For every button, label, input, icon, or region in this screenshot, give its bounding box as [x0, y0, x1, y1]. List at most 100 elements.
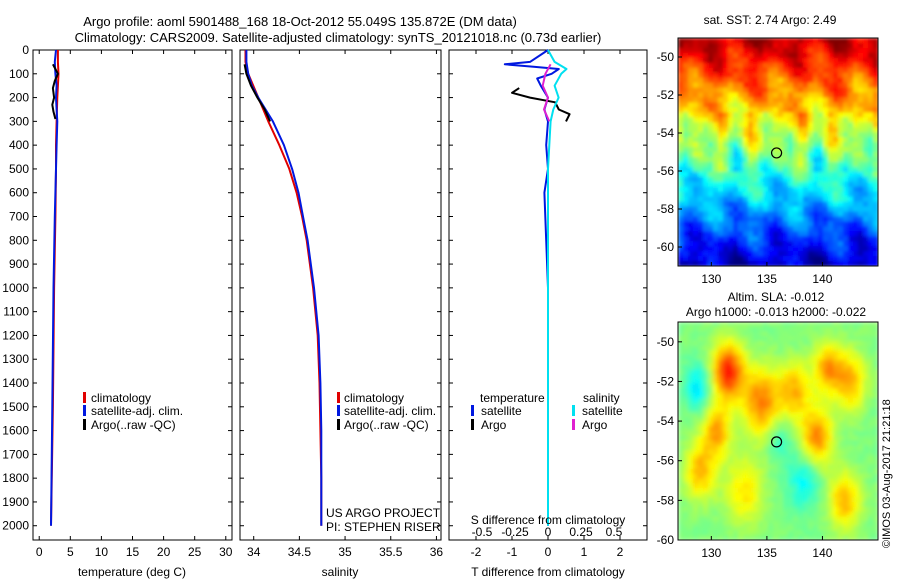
heatmap-cell [763, 525, 769, 532]
heatmap-cell [708, 226, 714, 233]
heatmap-cell [788, 535, 794, 540]
heatmap-cell [713, 156, 719, 163]
heatmap-cell [788, 152, 794, 158]
heatmap-cell [748, 511, 754, 518]
heatmap-cell [738, 511, 744, 518]
heatmap-cell [788, 402, 794, 409]
heatmap-cell [743, 383, 749, 390]
heatmap-cell [853, 388, 859, 394]
heatmap-cell [808, 364, 814, 371]
heatmap-cell [708, 221, 714, 228]
heatmap-cell [743, 142, 749, 148]
heatmap-cell [678, 445, 684, 451]
salinity-panel: 34 34.5 35 35.5 36 salinity climatology sate… [239, 49, 443, 579]
heatmap-cell [828, 92, 834, 99]
heatmap-cell [808, 122, 814, 129]
heatmap-cell [748, 468, 754, 475]
heatmap-cell [853, 196, 859, 203]
heatmap-cell [718, 535, 724, 540]
heatmap-cell [858, 241, 864, 247]
heatmap-cell [678, 473, 684, 480]
heatmap-cell [713, 152, 719, 158]
heatmap-cell [748, 492, 754, 499]
heatmap-cell [803, 102, 809, 109]
heatmap-cell [828, 487, 834, 494]
heatmap-cell [743, 369, 749, 375]
heatmap-cell [708, 196, 714, 203]
x-tick-label: 34 [247, 545, 261, 559]
heatmap-cell [803, 468, 809, 475]
heatmap-cell [848, 388, 854, 394]
heatmap-cell [853, 502, 859, 508]
heatmap-cell [718, 38, 724, 44]
heatmap-cell [793, 246, 799, 252]
heatmap-cell [803, 241, 809, 247]
heatmap-cell [808, 435, 814, 442]
heatmap-cell [798, 77, 804, 84]
heatmap-cell [798, 350, 804, 356]
heatmap-cell [768, 122, 774, 129]
heatmap-cell [818, 221, 824, 228]
heatmap-cell [733, 374, 739, 380]
heatmap-cell [768, 521, 774, 527]
heatmap-cell [753, 331, 759, 338]
heatmap-cell [753, 383, 759, 390]
heatmap-cell [798, 412, 804, 418]
heatmap-cell [763, 236, 769, 243]
heatmap-cell [778, 535, 784, 540]
heatmap-cell [733, 397, 739, 404]
heatmap-cell [793, 416, 799, 423]
heatmap-cell [838, 511, 844, 518]
heatmap-cell [698, 107, 704, 114]
heatmap-cell [873, 67, 878, 74]
heatmap-cell [688, 459, 694, 465]
heatmap-cell [763, 226, 769, 233]
heatmap-cell [708, 231, 714, 238]
heatmap-cell [868, 393, 874, 399]
heatmap-cell [863, 122, 869, 129]
heatmap-cell [788, 350, 794, 356]
heatmap-cell [808, 397, 814, 404]
heatmap-cell [823, 47, 829, 54]
heatmap-cell [753, 38, 759, 44]
heatmap-cell [873, 416, 878, 423]
heatmap-cell [733, 497, 739, 503]
heatmap-cell [798, 246, 804, 252]
heatmap-cell [778, 393, 784, 399]
credit-label: ©IMOS 03-Aug-2017 21:21:18 [881, 399, 893, 548]
heatmap-cell [858, 147, 864, 153]
heatmap-cell [688, 221, 694, 228]
heatmap-cell [693, 350, 699, 356]
heatmap-cell [728, 426, 734, 432]
sla-map: Altim. SLA: -0.012 Argo h1000: -0.013 h2… [657, 290, 879, 560]
heatmap-cell [708, 345, 714, 352]
heatmap-cell [718, 62, 724, 69]
heatmap-cell [868, 82, 874, 89]
heatmap-cell [803, 407, 809, 413]
heatmap-cell [843, 454, 849, 461]
heatmap-cell [803, 246, 809, 252]
heatmap-cell [753, 246, 759, 252]
heatmap-cell [763, 506, 769, 513]
heatmap-cell [803, 132, 809, 138]
heatmap-cell [828, 393, 834, 399]
heatmap-cell [713, 117, 719, 124]
heatmap-cell [868, 449, 874, 456]
heatmap-cell [718, 122, 724, 129]
heatmap-cell [853, 492, 859, 499]
heatmap-cell [873, 57, 878, 64]
heatmap-cell [793, 374, 799, 380]
heatmap-cell [723, 483, 729, 489]
heatmap-cell [828, 206, 834, 213]
heatmap-cell [733, 492, 739, 499]
heatmap-cell [873, 77, 878, 84]
heatmap-cell [718, 221, 724, 228]
heatmap-cell [858, 364, 864, 371]
heatmap-cell [778, 407, 784, 413]
heatmap-cell [873, 137, 878, 143]
heatmap-cell [873, 355, 878, 361]
heatmap-cell [768, 147, 774, 153]
heatmap-cell [818, 364, 824, 371]
heatmap-cell [798, 355, 804, 361]
heatmap-cell [798, 445, 804, 451]
